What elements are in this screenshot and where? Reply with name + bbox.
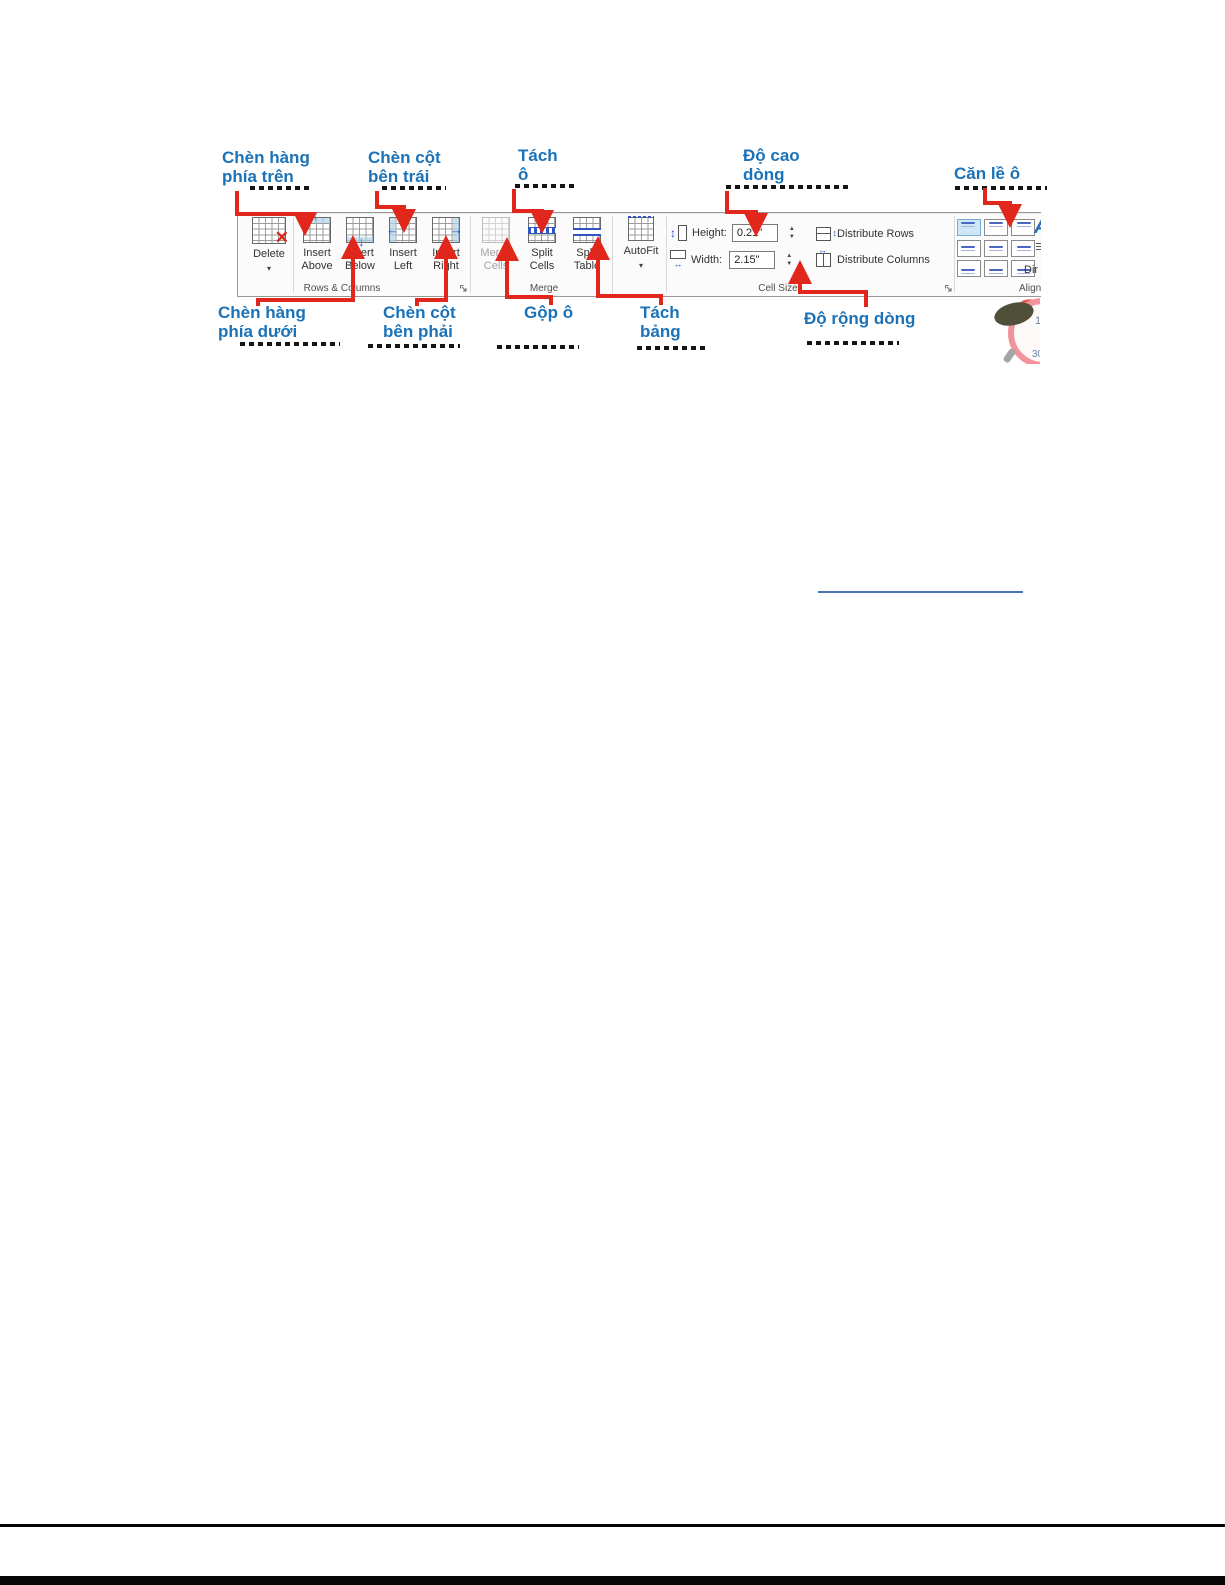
dotted-underline <box>726 185 848 189</box>
split-table-button[interactable]: Split Table <box>566 217 608 273</box>
split-table-icon <box>573 217 601 243</box>
svg-text:30: 30 <box>1032 349 1040 360</box>
callout-insert-right: Chèn cột bên phải <box>383 303 456 341</box>
distribute-columns-icon: ↔ <box>816 246 831 267</box>
callout-split-cells: Tách ô <box>518 146 558 184</box>
blank-underline <box>818 591 1023 593</box>
dotted-underline <box>515 184 577 188</box>
group-label-merge: Merge <box>529 283 559 294</box>
red-x-icon: ✕ <box>274 228 289 247</box>
bottom-divider-line <box>0 1524 1225 1527</box>
distribute-rows-button[interactable]: ↕ Distribute Rows <box>816 227 914 241</box>
merge-cells-icon <box>482 217 510 243</box>
group-separator <box>293 216 294 293</box>
alarm-clock-illustration: 1 30 <box>983 294 1040 364</box>
svg-text:1: 1 <box>1035 315 1040 327</box>
insert-above-button[interactable]: ↑ Insert Above <box>301 212 333 272</box>
align-bottom-center-button[interactable] <box>984 260 1008 277</box>
dotted-underline <box>382 186 446 190</box>
callout-row-height: Độ cao dòng <box>743 146 800 184</box>
delete-button[interactable]: ✕ Delete ▾ <box>246 217 292 275</box>
dialog-launcher-icon[interactable] <box>459 284 468 293</box>
height-row: ↕ Height: ▲▼ <box>670 224 797 242</box>
delete-label: Delete <box>253 248 285 260</box>
align-bottom-right-button[interactable] <box>1011 260 1035 277</box>
dotted-underline <box>368 344 460 348</box>
text-direction-label-partial: Dir <box>1024 264 1039 276</box>
dotted-underline <box>250 186 312 190</box>
group-separator <box>666 216 667 293</box>
dropdown-arrow-icon: ▾ <box>638 261 643 270</box>
callout-merge-cells: Gộp ô <box>524 303 574 322</box>
dropdown-arrow-icon: ▾ <box>266 264 271 273</box>
insert-right-button[interactable]: → Insert Right <box>425 217 467 273</box>
height-spinner[interactable]: ▲ ▼ <box>788 226 795 240</box>
callout-split-table: Tách bảng <box>640 303 681 341</box>
col-width-icon: ↔ <box>670 250 686 269</box>
insert-below-icon: ↓ <box>346 217 374 248</box>
align-center-left-button[interactable] <box>957 240 981 257</box>
align-top-center-button[interactable] <box>984 219 1008 236</box>
dotted-underline <box>497 345 579 349</box>
delete-table-icon: ✕ <box>252 217 289 247</box>
width-label: Width: <box>691 253 723 266</box>
group-label-cell-size: Cell Size <box>758 283 798 294</box>
align-bottom-left-button[interactable] <box>957 260 981 277</box>
autofit-button[interactable]: AutoFit ▾ <box>618 216 664 272</box>
group-separator <box>612 216 613 293</box>
split-cells-button[interactable]: Split Cells <box>522 217 562 273</box>
distribute-rows-icon: ↕ <box>816 227 837 241</box>
group-label-alignment-partial: Align <box>1019 283 1041 294</box>
insert-left-button[interactable]: ← Insert Left <box>382 217 424 273</box>
insert-above-icon: ↑ <box>303 213 331 243</box>
callout-insert-above: Chèn hàng phía trên <box>222 148 310 186</box>
height-input[interactable] <box>731 224 778 242</box>
group-label-rows-columns: Rows & Columns <box>303 283 381 294</box>
row-height-icon: ↕ <box>670 226 676 240</box>
align-top-left-button[interactable] <box>957 219 981 236</box>
callout-col-width: Độ rộng dòng <box>804 309 916 328</box>
callout-insert-left: Chèn cột bên trái <box>368 148 441 186</box>
table-layout-ribbon: ✕ Delete ▾ ↑ Insert Above ↓ Insert Below… <box>237 212 1041 297</box>
split-cells-icon <box>528 217 556 243</box>
autofit-icon <box>628 216 654 241</box>
height-label: Height: <box>692 227 727 239</box>
insert-right-icon: → <box>432 217 463 243</box>
bottom-edge-bar <box>0 1576 1225 1585</box>
distribute-columns-button[interactable]: ↔ Distribute Columns <box>816 245 930 267</box>
callout-insert-below: Chèn hàng phía dưới <box>218 303 306 341</box>
insert-left-icon: ← <box>386 217 417 243</box>
width-spinner[interactable]: ▲ ▼ <box>786 252 793 267</box>
group-separator <box>954 216 955 293</box>
dotted-underline <box>240 342 340 346</box>
text-lines-icon <box>1036 241 1041 250</box>
dialog-launcher-icon[interactable] <box>944 284 953 293</box>
callout-cell-align: Căn lề ô <box>954 164 1021 183</box>
align-top-right-button[interactable] <box>1011 219 1035 236</box>
cell-outline-icon <box>678 225 687 241</box>
dotted-underline <box>955 186 1047 190</box>
merge-cells-button: Merge Cells <box>474 217 518 273</box>
insert-below-button[interactable]: ↓ Insert Below <box>339 217 381 273</box>
width-input[interactable] <box>729 250 776 269</box>
align-center-button[interactable] <box>984 240 1008 257</box>
dotted-underline <box>807 341 899 345</box>
group-separator <box>470 216 471 293</box>
dotted-underline <box>637 346 707 350</box>
text-direction-icon[interactable]: A <box>1034 217 1041 237</box>
width-row: ↔ Width: ▲▼ <box>670 250 794 269</box>
align-center-right-button[interactable] <box>1011 240 1035 257</box>
callout-arrows-layer <box>235 188 1022 307</box>
